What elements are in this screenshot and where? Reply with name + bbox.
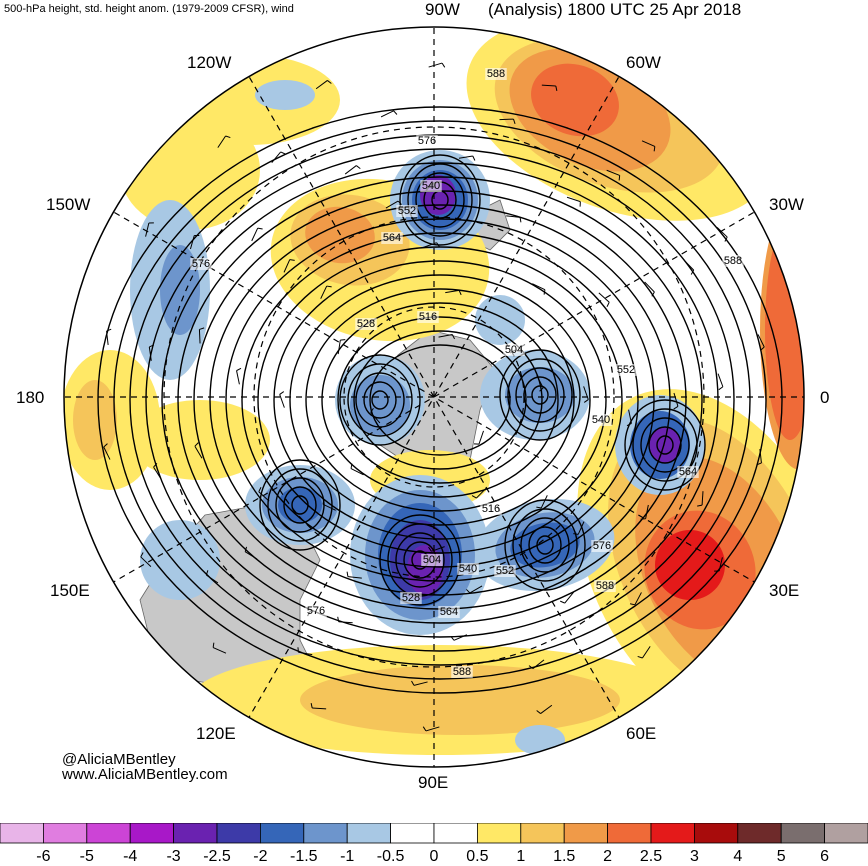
pos-anomaly bbox=[655, 530, 725, 600]
lon-label-30e: 30E bbox=[769, 582, 799, 599]
contour-label: 576 bbox=[307, 605, 325, 617]
wind-barb bbox=[500, 119, 514, 120]
colorbar-tick-label: -4 bbox=[123, 848, 137, 866]
colorbar-swatch bbox=[217, 823, 260, 843]
colorbar-tick-label: 4 bbox=[733, 848, 742, 866]
colorbar-swatch bbox=[43, 823, 86, 843]
colorbar-swatch bbox=[608, 823, 651, 843]
contour-label: 576 bbox=[418, 135, 436, 147]
colorbar-tick-label: 1 bbox=[516, 848, 525, 866]
contour-label: 540 bbox=[459, 563, 477, 575]
wind-barb-flag bbox=[654, 146, 655, 151]
colorbar-swatch bbox=[174, 823, 217, 843]
contour-label: 540 bbox=[422, 180, 440, 192]
colorbar-swatch bbox=[434, 823, 477, 843]
contour-label: 576 bbox=[593, 540, 611, 552]
lon-label-120w: 120W bbox=[187, 54, 231, 71]
contour-label: 588 bbox=[596, 580, 614, 592]
colorbar-tick-label: 0.5 bbox=[466, 848, 488, 866]
contour-label: 588 bbox=[453, 666, 471, 678]
lon-label-150e: 150E bbox=[50, 582, 90, 599]
colorbar-swatch bbox=[521, 823, 564, 843]
wind-barb-flag bbox=[340, 340, 345, 341]
colorbar-swatch bbox=[781, 823, 824, 843]
neg-anomaly bbox=[255, 80, 315, 110]
colorbar-swatch bbox=[477, 823, 520, 843]
colorbar-swatch bbox=[0, 823, 43, 843]
colorbar-swatch bbox=[564, 823, 607, 843]
contour-label: 504 bbox=[423, 554, 441, 566]
pos-anomaly bbox=[73, 380, 117, 460]
contour-label: 504 bbox=[505, 344, 523, 356]
colorbar-tick-label: -6 bbox=[36, 848, 50, 866]
contour-label: 576 bbox=[192, 258, 210, 270]
colorbar-tick-label: -1.5 bbox=[290, 848, 318, 866]
credit-website: www.AliciaMBentley.com bbox=[62, 767, 228, 782]
lon-label-60w: 60W bbox=[626, 54, 661, 71]
contour-label: 564 bbox=[383, 232, 401, 244]
colorbar-tick-label: -3 bbox=[166, 848, 180, 866]
colorbar-tick-label: 5 bbox=[777, 848, 786, 866]
colorbar-swatch bbox=[260, 823, 303, 843]
colorbar-swatch bbox=[391, 823, 434, 843]
contour-label: 552 bbox=[496, 565, 514, 577]
colorbar-tick-label: -2 bbox=[253, 848, 267, 866]
colorbar-swatch bbox=[87, 823, 130, 843]
lon-label-150w: 150W bbox=[46, 196, 90, 213]
wind-barb bbox=[199, 329, 200, 343]
polar-stereographic-map: 588 576 540 552 564 576 528 516 504 552 540 564 576 5… bbox=[0, 0, 868, 823]
colorbar-tick-label: 3 bbox=[690, 848, 699, 866]
colorbar-swatch bbox=[347, 823, 390, 843]
contour-label: 564 bbox=[679, 466, 697, 478]
contour-label: 552 bbox=[398, 205, 416, 217]
contour-label: 528 bbox=[402, 592, 420, 604]
colorbar-swatch bbox=[738, 823, 781, 843]
contour-label: 588 bbox=[487, 68, 505, 80]
lon-label-120e: 120E bbox=[196, 725, 236, 742]
colorbar-swatch bbox=[130, 823, 173, 843]
colorbar-tick-label: 1.5 bbox=[553, 848, 575, 866]
contour-label: 516 bbox=[482, 503, 500, 515]
contour-label: 516 bbox=[419, 311, 437, 323]
colorbar-tick-label: 0 bbox=[430, 848, 439, 866]
lon-label-90e: 90E bbox=[418, 774, 448, 791]
colorbar-swatch bbox=[304, 823, 347, 843]
wind-barb-flag bbox=[213, 643, 214, 648]
contour-label: 552 bbox=[617, 364, 635, 376]
wind-barb-flag bbox=[619, 175, 620, 180]
colorbar-swatch bbox=[825, 823, 868, 843]
lon-label-60e: 60E bbox=[626, 725, 656, 742]
neg-anomaly bbox=[475, 295, 525, 345]
colorbar-tick-label: 2 bbox=[603, 848, 612, 866]
lon-label-0: 0 bbox=[820, 389, 829, 406]
lon-label-90w: 90W bbox=[425, 1, 460, 18]
colorbar-tick-label: -1 bbox=[340, 848, 354, 866]
colorbar-tick-label: -0.5 bbox=[377, 848, 405, 866]
credit-handle: @AliciaMBentley bbox=[62, 752, 176, 767]
colorbar-swatch bbox=[694, 823, 737, 843]
colorbar-tick-label: 2.5 bbox=[640, 848, 662, 866]
lon-label-30w: 30W bbox=[769, 196, 804, 213]
colorbar-tick-label: -2.5 bbox=[203, 848, 231, 866]
contour-label: 588 bbox=[724, 255, 742, 267]
neg-anomaly bbox=[350, 375, 410, 435]
contour-label: 564 bbox=[440, 606, 458, 618]
colorbar-tick-label: -5 bbox=[80, 848, 94, 866]
contour-label: 540 bbox=[592, 414, 610, 426]
pos-anomaly bbox=[130, 400, 270, 480]
colorbar-tick-label: 6 bbox=[820, 848, 829, 866]
colorbar-swatch bbox=[651, 823, 694, 843]
lon-label-180: 180 bbox=[16, 389, 44, 406]
neg-anomaly bbox=[515, 725, 565, 755]
contour-label: 528 bbox=[357, 318, 375, 330]
